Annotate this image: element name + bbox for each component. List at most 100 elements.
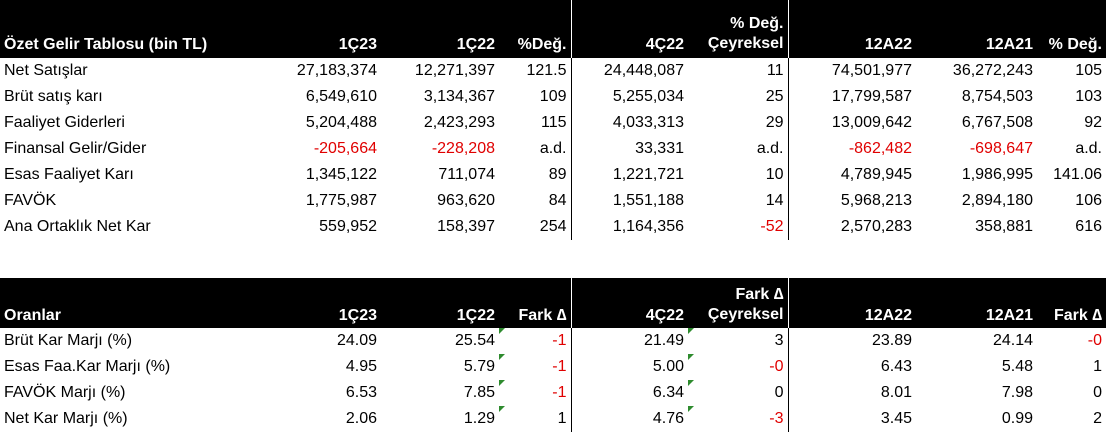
income-cell-label: Faaliyet Giderleri (4, 114, 125, 131)
ratio-row: Net Kar Marjı (%) 2.06 1.29 1 4.76 -3 3.45 0.99… (0, 406, 1106, 432)
income-row: Ana Ortaklık Net Kar 559,952 158,397 254 1,1… (0, 214, 1106, 240)
income-cell-label: Brüt satış karı (4, 88, 103, 105)
income-cell-1c23: 6,549,610 (305, 88, 377, 105)
ratio-cell-annual-change: 2 (1093, 410, 1102, 427)
ratios-header-diff: Fark ∆ (499, 278, 571, 328)
ratio-row: Brüt Kar Marjı (%) 24.09 25.54 -1 21.49 3 23.8… (0, 328, 1106, 354)
income-cell-12a22: -862,482 (787, 136, 916, 162)
income-cell-12a22: 5,968,213 (787, 188, 916, 214)
ratio-cell-1c23: 4.95 (345, 358, 377, 375)
ratio-cell-12a21: 0.99 (1001, 410, 1033, 427)
ratios-table: Oranlar 1Ç23 1Ç22 Fark ∆ 4Ç22 Fark ∆ Çey… (0, 278, 1106, 432)
income-cell-1c23: 27,183,374 (296, 62, 377, 79)
income-cell-12a21: -698,647 (969, 140, 1033, 157)
income-cell-1c22: 158,397 (437, 218, 495, 235)
ratios-header-4c22: 4Ç22 (570, 278, 688, 328)
income-cell-annual-change: a.d. (1075, 140, 1102, 157)
ratio-row: Esas Faa.Kar Marjı (%) 4.95 5.79 -1 5.00 -0 6.… (0, 354, 1106, 380)
income-cell-quarterly-change: 11 (766, 62, 784, 79)
ratio-cell-1c23: 6.53 (345, 384, 377, 401)
income-cell-annual-change: 106 (1075, 192, 1102, 209)
income-cell-12a21: 36,272,243 (952, 62, 1033, 79)
ratio-cell-1c22: 7.85 (463, 384, 495, 401)
ratio-cell-1c22: 25.54 (454, 332, 495, 349)
ratios-header-1c22: 1Ç22 (381, 278, 499, 328)
income-cell-12a22: 4,789,945 (787, 162, 916, 188)
income-cell-annual-change: 141.06 (1053, 166, 1102, 183)
ratio-row: FAVÖK Marjı (%) 6.53 7.85 -1 6.34 0 8.01 7.98 0 (0, 380, 1106, 406)
income-row: Brüt satış karı 6,549,610 3,134,367 109 5,25… (0, 84, 1106, 110)
ratio-cell-quarterly-change: 3 (688, 328, 788, 354)
ratio-cell-annual-change: -0 (1087, 332, 1102, 349)
ratio-cell-12a22: 6.43 (787, 354, 916, 380)
ratio-cell-4c22: 6.34 (570, 380, 688, 406)
income-cell-12a21: 1,986,995 (961, 166, 1033, 183)
income-cell-change: 89 (548, 166, 567, 183)
income-cell-quarterly-change: 10 (765, 166, 784, 183)
ratio-cell-12a22: 23.89 (787, 328, 916, 354)
ratio-cell-change: -1 (499, 328, 571, 354)
income-cell-label: Esas Faaliyet Karı (4, 166, 134, 183)
income-cell-4c22: 4,033,313 (570, 110, 688, 136)
income-cell-annual-change: 92 (1084, 114, 1102, 131)
income-cell-label: FAVÖK (4, 192, 57, 209)
ratio-cell-12a22: 8.01 (787, 380, 916, 406)
income-cell-change: a.d. (539, 140, 567, 157)
ratio-cell-annual-change: 1 (1093, 358, 1102, 375)
ratio-cell-12a21: 7.98 (1001, 384, 1033, 401)
ratio-cell-label: Net Kar Marjı (%) (4, 410, 128, 427)
income-cell-1c22: 963,620 (437, 192, 495, 209)
ratio-cell-quarterly-change: 0 (688, 380, 788, 406)
ratio-cell-change: 1 (499, 406, 571, 432)
income-cell-quarterly-change: -52 (760, 218, 784, 235)
income-cell-12a21: 358,881 (975, 218, 1033, 235)
income-cell-quarterly-change: 14 (765, 192, 784, 209)
ratio-cell-4c22: 4.76 (570, 406, 688, 432)
income-cell-4c22: 1,164,356 (570, 214, 688, 240)
income-cell-change: 109 (539, 88, 567, 105)
ratios-header-annual-diff: Fark ∆ (1037, 278, 1106, 328)
income-header-quarterly-change-top: % Değ. (730, 15, 784, 32)
income-statement-table: Özet Gelir Tablosu (bin TL) 1Ç23 1Ç22 %D… (0, 0, 1106, 240)
income-header-title: Özet Gelir Tablosu (bin TL) (0, 0, 251, 58)
income-row: Faaliyet Giderleri 5,204,488 2,423,293 115 4… (0, 110, 1106, 136)
ratios-header-quarterly-diff-bottom: Çeyreksel (707, 306, 784, 323)
income-cell-4c22: 33,331 (570, 136, 688, 162)
ratio-cell-label: FAVÖK Marjı (%) (4, 384, 126, 401)
ratio-cell-12a21: 5.48 (1001, 358, 1033, 375)
income-cell-1c23: 5,204,488 (305, 114, 377, 131)
income-cell-12a22: 17,799,587 (787, 84, 916, 110)
income-cell-change: 84 (548, 192, 567, 209)
income-header-annual-change: % Değ. (1037, 0, 1106, 58)
income-header-1c23: 1Ç23 (251, 0, 381, 58)
ratios-header-title: Oranlar (0, 278, 251, 328)
income-cell-label: Ana Ortaklık Net Kar (4, 218, 151, 235)
ratio-cell-1c22: 5.79 (463, 358, 495, 375)
ratio-cell-label: Brüt Kar Marjı (%) (4, 332, 133, 349)
ratios-header-12a21: 12A21 (916, 278, 1037, 328)
income-cell-4c22: 24,448,087 (570, 58, 688, 84)
ratios-header-row: Oranlar 1Ç23 1Ç22 Fark ∆ 4Ç22 Fark ∆ Çey… (0, 278, 1106, 328)
income-row: Esas Faaliyet Karı 1,345,122 711,074 89 1,22… (0, 162, 1106, 188)
income-header-4c22: 4Ç22 (570, 0, 688, 58)
income-cell-12a21: 8,754,503 (961, 88, 1033, 105)
income-header-12a21: 12A21 (916, 0, 1037, 58)
income-cell-12a21: 2,894,180 (961, 192, 1033, 209)
income-cell-label: Net Satışlar (4, 62, 88, 79)
ratio-cell-change: -1 (499, 354, 571, 380)
income-cell-1c23: 1,345,122 (305, 166, 377, 183)
ratios-header-quarterly-diff-top: Fark ∆ (735, 286, 784, 303)
ratios-header-quarterly-diff: Fark ∆ Çeyreksel (688, 278, 788, 328)
income-header-12a22: 12A22 (787, 0, 916, 58)
ratio-cell-1c22: 1.29 (463, 410, 495, 427)
income-header-row: Özet Gelir Tablosu (bin TL) 1Ç23 1Ç22 %D… (0, 0, 1106, 58)
income-row: Finansal Gelir/Gider -205,664 -228,208 a.d.… (0, 136, 1106, 162)
ratio-cell-quarterly-change: -0 (688, 354, 788, 380)
ratio-cell-label: Esas Faa.Kar Marjı (%) (4, 358, 171, 375)
income-cell-1c23: 559,952 (319, 218, 377, 235)
income-row: FAVÖK 1,775,987 963,620 84 1,551,188 14 5,968,… (0, 188, 1106, 214)
income-cell-1c23: -205,664 (313, 140, 377, 157)
ratio-cell-12a22: 3.45 (787, 406, 916, 432)
income-cell-4c22: 1,551,188 (570, 188, 688, 214)
ratio-cell-change: -1 (499, 380, 571, 406)
